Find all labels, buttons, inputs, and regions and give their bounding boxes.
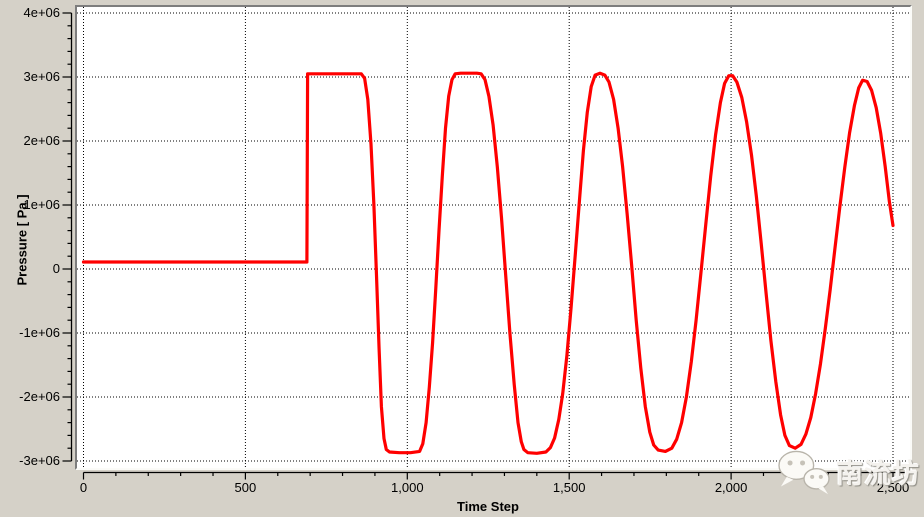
watermark-text: 南流坊 [836,458,920,489]
y-tick-label: 3e+06 [23,69,60,84]
y-tick-label: 2e+06 [23,133,60,148]
y-tick-label: -2e+06 [19,389,60,404]
y-tick-label: 0 [52,261,60,276]
y-tick-label: -1e+06 [19,325,60,340]
y-tick-label: -3e+06 [19,453,60,468]
y-axis-title: Pressure [ Pa ] [14,194,30,286]
x-tick-label: 1,000 [391,480,424,495]
y-tick-label: 1e+06 [23,197,60,212]
pressure-curve [81,71,895,455]
plot-area [75,5,912,470]
watermark: 南流坊 [776,449,920,499]
wechat-icon [778,450,830,495]
x-tick-label: 500 [234,480,257,495]
x-axis-title: Time Step [457,499,519,514]
x-tick-label: 0 [79,480,88,495]
x-tick-label: 2,000 [714,480,748,495]
y-tick-label: 4e+06 [23,5,60,20]
x-tick-label: 2,500 [876,480,910,495]
x-tick-label: 1,500 [552,480,586,495]
